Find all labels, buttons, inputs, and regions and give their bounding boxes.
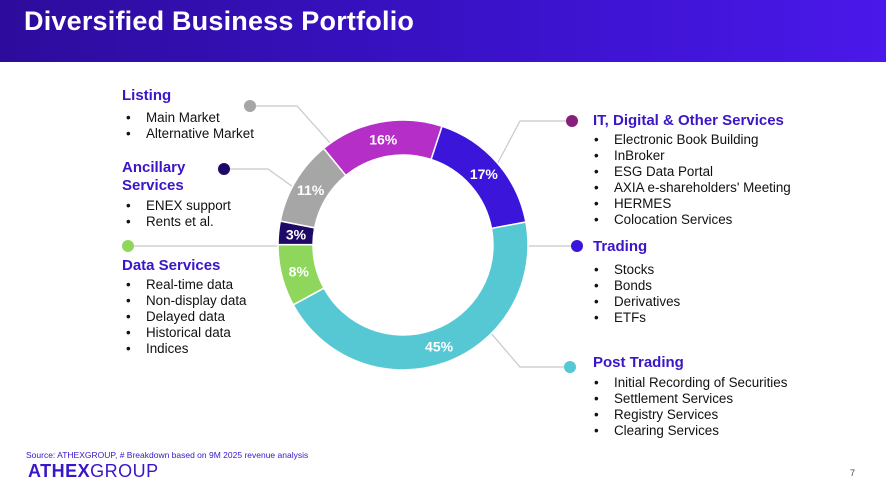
leader-line-ancillary bbox=[224, 168, 301, 193]
slice-label: 45% bbox=[425, 338, 454, 354]
list-item: ENEX support bbox=[122, 198, 231, 214]
group-title-ancillary-line2: Services bbox=[122, 177, 184, 194]
page-title: Diversified Business Portfolio bbox=[24, 6, 415, 36]
list-item: HERMES bbox=[590, 196, 791, 212]
leader-line-post bbox=[489, 331, 570, 368]
list-item: Main Market bbox=[122, 110, 254, 126]
list-ancillary: ENEX supportRents et al. bbox=[122, 198, 231, 230]
list-item: Clearing Services bbox=[590, 423, 787, 439]
slice-label: 3% bbox=[286, 227, 307, 243]
marker-data bbox=[122, 240, 134, 252]
list-listing: Main MarketAlternative Market bbox=[122, 110, 254, 142]
list-item: Historical data bbox=[122, 325, 247, 341]
list-item: InBroker bbox=[590, 148, 791, 164]
leader-line-listing bbox=[250, 105, 341, 155]
slice-ancillary-services bbox=[277, 220, 316, 246]
list-item: Indices bbox=[122, 341, 247, 357]
logo-text-b: GROUP bbox=[90, 461, 159, 481]
source-note: Source: ATHEXGROUP, # Breakdown based on… bbox=[26, 450, 309, 460]
group-title-ancillary-line1: Ancillary bbox=[122, 159, 186, 176]
list-item: Derivatives bbox=[590, 294, 680, 310]
donut-slice-labels: 11% 16% 17% 45% 8% 3% bbox=[286, 131, 499, 354]
list-item: Electronic Book Building bbox=[590, 132, 791, 148]
list-item: ETFs bbox=[590, 310, 680, 326]
group-title-data-services: Data Services bbox=[122, 257, 221, 274]
marker-listing bbox=[244, 100, 256, 112]
list-data-services: Real-time dataNon-display dataDelayed da… bbox=[122, 277, 247, 357]
logo-text-a: ATHEX bbox=[28, 461, 91, 481]
donut-slices bbox=[277, 119, 529, 371]
group-title-it: IT, Digital & Other Services bbox=[593, 112, 784, 129]
leader-lines bbox=[122, 100, 583, 373]
list-item: Colocation Services bbox=[590, 212, 791, 228]
group-title-post-trading: Post Trading bbox=[593, 354, 684, 371]
donut-chart: 11% 16% 17% 45% 8% 3% bbox=[122, 100, 583, 373]
slice-label: 16% bbox=[369, 131, 398, 147]
list-item: Delayed data bbox=[122, 309, 247, 325]
list-item: Alternative Market bbox=[122, 126, 254, 142]
slice-post-trading bbox=[292, 221, 529, 371]
header-banner: Diversified Business Portfolio bbox=[0, 0, 886, 62]
athex-group-logo: ATHEXGROUP bbox=[28, 461, 159, 482]
list-item: Settlement Services bbox=[590, 391, 787, 407]
marker-it bbox=[566, 115, 578, 127]
list-post-trading: Initial Recording of SecuritiesSettlemen… bbox=[590, 375, 787, 439]
list-item: Registry Services bbox=[590, 407, 787, 423]
list-item: ESG Data Portal bbox=[590, 164, 791, 180]
list-it: Electronic Book BuildingInBrokerESG Data… bbox=[590, 132, 791, 228]
list-item: Non-display data bbox=[122, 293, 247, 309]
list-trading: StocksBondsDerivativesETFs bbox=[590, 262, 680, 326]
slice-label: 8% bbox=[289, 263, 310, 279]
marker-trading bbox=[571, 240, 583, 252]
slice-it-digital-other-services bbox=[322, 119, 443, 177]
list-item: Bonds bbox=[590, 278, 680, 294]
list-item: Rents et al. bbox=[122, 214, 231, 230]
list-item: Initial Recording of Securities bbox=[590, 375, 787, 391]
page-number: 7 bbox=[850, 468, 856, 478]
marker-ancillary bbox=[218, 163, 230, 175]
list-item: Real-time data bbox=[122, 277, 247, 293]
slice-label: 11% bbox=[297, 182, 325, 198]
list-item: Stocks bbox=[590, 262, 680, 278]
group-title-trading: Trading bbox=[593, 238, 648, 255]
leader-line-it bbox=[493, 120, 572, 171]
list-item: AXIA e-shareholders' Meeting bbox=[590, 180, 791, 196]
slice-label: 17% bbox=[470, 166, 499, 182]
group-title-listing: Listing bbox=[122, 87, 172, 104]
marker-post bbox=[564, 361, 576, 373]
